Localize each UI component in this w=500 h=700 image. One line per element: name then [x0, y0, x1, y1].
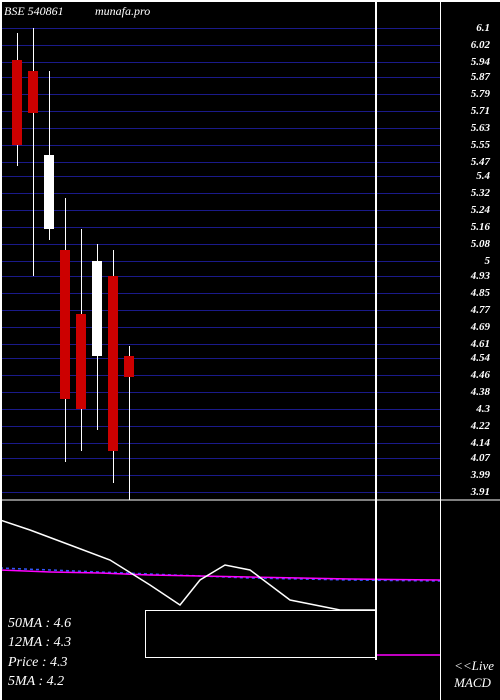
y-axis-label: 4.14	[471, 437, 490, 449]
candle-body	[124, 356, 134, 377]
grid-line	[0, 162, 440, 163]
cursor-line	[375, 0, 377, 660]
grid-line	[0, 193, 440, 194]
border-top	[0, 0, 500, 2]
grid-line	[0, 176, 440, 177]
grid-line	[0, 227, 440, 228]
y-axis-label: 5.4	[476, 170, 490, 182]
y-axis-label: 4.07	[471, 452, 490, 464]
y-axis-label: 4.46	[471, 369, 490, 381]
grid-line	[0, 111, 440, 112]
y-axis-label: 5.79	[471, 88, 490, 100]
indicator-line	[0, 520, 375, 610]
y-axis-label: 5.63	[471, 122, 490, 134]
grid-line	[0, 145, 440, 146]
candle-body	[60, 250, 70, 398]
y-axis-label: 4.3	[476, 403, 490, 415]
grid-line	[0, 458, 440, 459]
grid-line	[0, 128, 440, 129]
border-left	[0, 0, 2, 700]
price-chart: BSE 540861 munafa.pro 6.1 6.02 5.94 5.87 5.7…	[0, 0, 500, 520]
y-axis-label: 3.99	[471, 469, 490, 481]
y-axis-label: 5.16	[471, 221, 490, 233]
y-axis-label: 4.22	[471, 420, 490, 432]
info-line: 50MA : 4.6	[8, 614, 71, 634]
grid-line	[0, 94, 440, 95]
macd-histogram-box	[145, 610, 377, 658]
candle-wick	[33, 28, 34, 275]
candle-body	[44, 155, 54, 229]
y-axis-label: 5.55	[471, 139, 490, 151]
grid-line	[0, 426, 440, 427]
indicator-line	[0, 570, 440, 580]
y-axis-label: 5.47	[471, 156, 490, 168]
y-axis-label: 3.91	[471, 486, 490, 498]
y-axis-label: 4.93	[471, 270, 490, 282]
source-label: munafa.pro	[95, 4, 150, 19]
macd-label-bottom: MACD	[454, 675, 494, 692]
candle-body	[92, 261, 102, 356]
macd-label: <<Live MACD	[454, 658, 494, 692]
grid-line	[0, 409, 440, 410]
indicator-line	[0, 568, 440, 581]
y-axis-label: 5.32	[471, 187, 490, 199]
y-axis-label: 4.61	[471, 338, 490, 350]
y-axis-label: 6.1	[476, 22, 490, 34]
info-line: 5MA : 4.2	[8, 672, 71, 692]
info-line: 12MA : 4.3	[8, 633, 71, 653]
border-right	[440, 0, 441, 700]
grid-line	[0, 210, 440, 211]
y-axis-label: 4.77	[471, 304, 490, 316]
macd-label-top: <<Live	[454, 658, 494, 675]
y-axis-label: 5	[485, 255, 491, 267]
y-axis-label: 5.24	[471, 204, 490, 216]
y-axis-label: 6.02	[471, 39, 490, 51]
y-axis-label: 4.85	[471, 287, 490, 299]
grid-line	[0, 45, 440, 46]
candle-body	[12, 60, 22, 145]
info-line: Price : 4.3	[8, 653, 71, 673]
y-axis-label: 5.71	[471, 105, 490, 117]
grid-line	[0, 492, 440, 493]
grid-line	[0, 62, 440, 63]
grid-line	[0, 475, 440, 476]
y-axis-label: 5.08	[471, 238, 490, 250]
grid-line	[0, 244, 440, 245]
y-axis-label: 4.54	[471, 352, 490, 364]
y-axis-label: 5.94	[471, 56, 490, 68]
symbol-label: BSE 540861	[4, 4, 64, 19]
candle-body	[28, 71, 38, 113]
y-axis-label: 4.38	[471, 386, 490, 398]
candle-body	[76, 314, 86, 409]
grid-line	[0, 443, 440, 444]
y-axis-label: 4.69	[471, 321, 490, 333]
info-block: 50MA : 4.612MA : 4.3Price : 4.35MA : 4.2	[8, 614, 71, 692]
grid-line	[0, 28, 440, 29]
y-axis-label: 5.87	[471, 71, 490, 83]
grid-line	[0, 77, 440, 78]
candle-body	[108, 276, 118, 452]
